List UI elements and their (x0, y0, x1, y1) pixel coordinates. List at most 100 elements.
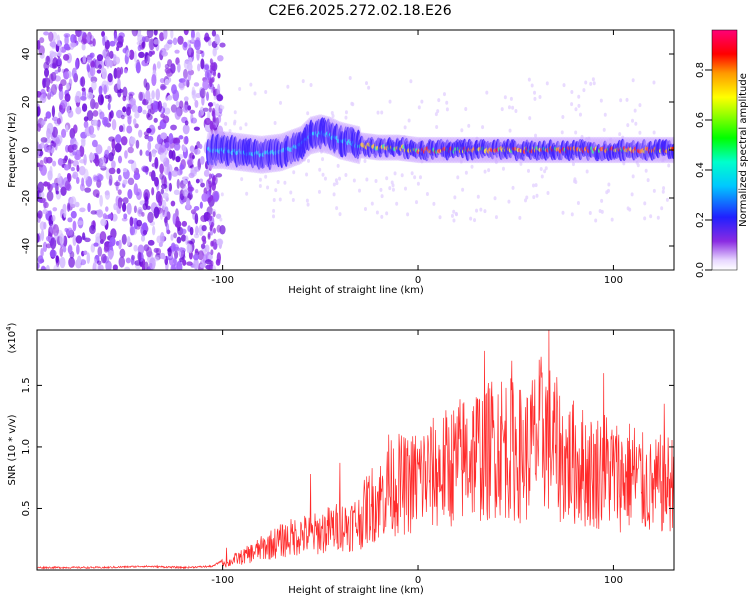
noise-speck (209, 58, 213, 65)
halo-speck (266, 185, 270, 190)
noise-speck (126, 235, 131, 247)
noise-speck (51, 105, 56, 118)
ytick-label: 1.0 (21, 439, 32, 455)
halo-speck (272, 214, 276, 219)
noise-speck (203, 212, 208, 223)
noise-speck (49, 165, 53, 177)
noise-speck (89, 66, 96, 77)
snr-ylabel: SNR (10 * v/v) (7, 414, 18, 485)
noise-speck (133, 183, 138, 196)
halo-speck (514, 108, 518, 113)
noise-speck (140, 235, 146, 242)
noise-speck (62, 245, 67, 253)
colorbar-tick-label: 0.8 (695, 62, 706, 78)
ytick-label: 40 (21, 48, 32, 61)
noise-speck (117, 197, 123, 209)
spectrogram-ylabel: Frequency (Hz) (7, 112, 18, 188)
halo-speck (258, 177, 262, 182)
noise-speck (66, 202, 71, 212)
noise-speck (210, 127, 214, 134)
noise-speck (173, 232, 178, 239)
halo-speck (628, 207, 632, 212)
halo-speck (264, 174, 268, 179)
noise-speck (37, 145, 41, 157)
noise-speck (56, 34, 61, 47)
noise-speck (49, 249, 57, 258)
halo-speck (570, 212, 574, 217)
noise-speck (156, 61, 161, 69)
noise-speck (55, 190, 59, 195)
noise-speck (207, 197, 211, 204)
halo-speck (233, 110, 237, 115)
noise-speck (122, 197, 129, 204)
noise-speck (126, 202, 132, 215)
noise-speck (185, 235, 189, 246)
halo-speck (317, 189, 321, 194)
halo-speck (494, 156, 498, 161)
noise-speck (201, 225, 207, 232)
noise-speck (114, 181, 121, 187)
noise-speck (76, 164, 80, 172)
noise-speck (159, 208, 164, 221)
noise-speck (64, 93, 71, 102)
halo-speck (450, 213, 454, 218)
xtick-label: 0 (415, 575, 421, 586)
noise-speck (195, 189, 199, 194)
noise-speck (188, 44, 192, 56)
halo-speck (213, 95, 217, 100)
noise-speck (116, 167, 121, 175)
noise-speck (44, 116, 48, 122)
noise-speck (49, 50, 55, 55)
noise-speck (194, 39, 201, 51)
noise-speck (62, 203, 67, 213)
noise-speck (193, 258, 199, 270)
noise-speck (191, 155, 196, 160)
noise-speck (193, 82, 200, 87)
snr-yticks: 0.5 1.0 1.5 (21, 377, 674, 516)
halo-speck (363, 159, 367, 164)
noise-speck (118, 239, 122, 250)
noise-speck (91, 80, 97, 91)
noise-speck (174, 108, 181, 120)
noise-speck (145, 150, 150, 157)
noise-speck (63, 210, 67, 218)
noise-speck (86, 92, 94, 100)
noise-speck (170, 124, 177, 131)
halo-speck (638, 130, 642, 135)
halo-speck (388, 99, 392, 104)
halo-speck (435, 124, 439, 129)
noise-speck (121, 114, 125, 120)
noise-speck (154, 176, 159, 187)
halo-speck (380, 194, 384, 199)
noise-speck (89, 133, 96, 138)
noise-speck (216, 238, 224, 246)
noise-speck (217, 114, 222, 123)
halo-speck (283, 180, 287, 185)
noise-speck (187, 186, 195, 192)
noise-speck (99, 111, 105, 120)
noise-speck (141, 264, 145, 270)
halo-speck (413, 175, 417, 180)
noise-speck (122, 167, 128, 173)
noise-speck (170, 234, 174, 241)
noise-speck (117, 155, 123, 164)
halo-speck (358, 188, 362, 193)
noise-speck (183, 179, 188, 185)
noise-speck (119, 248, 126, 258)
halo-speck (584, 137, 588, 142)
halo-speck (592, 81, 596, 86)
noise-speck (108, 174, 113, 186)
noise-speck (198, 143, 203, 150)
noise-speck (170, 30, 174, 39)
noise-speck (104, 149, 110, 158)
noise-speck (102, 213, 108, 220)
noise-speck (102, 49, 107, 58)
noise-speck (202, 79, 209, 91)
snr-series-line (37, 330, 674, 570)
xtick-label: 100 (604, 275, 623, 286)
halo-speck (652, 130, 656, 135)
noise-speck (72, 220, 77, 232)
noise-speck (98, 85, 103, 95)
noise-speck (172, 244, 179, 251)
halo-speck (330, 110, 334, 115)
